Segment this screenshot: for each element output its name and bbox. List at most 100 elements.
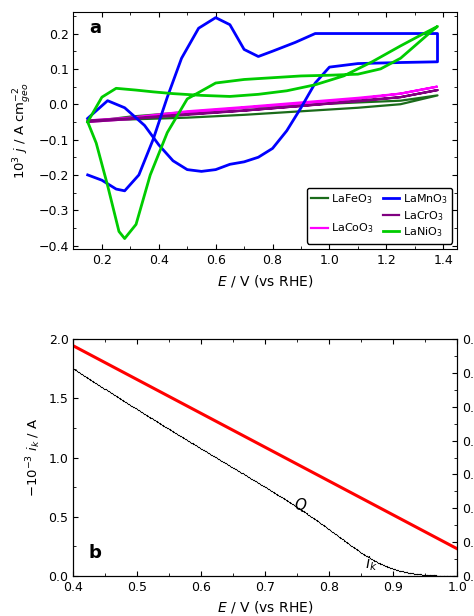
LaMnO$_3$ [99, 177, 105, 184]
LaMnO$_3$ [227, 161, 233, 168]
LaNiO$_3$ [412, 43, 418, 50]
LaCrO$_3$ [298, 102, 304, 110]
LaMnO$_3$ [241, 46, 247, 53]
LaFeO$_3$ [184, 108, 190, 116]
LaMnO$_3$ [369, 30, 375, 37]
Line: LaMnO$_3$: LaMnO$_3$ [88, 18, 438, 191]
X-axis label: $E$ / V (vs RHE): $E$ / V (vs RHE) [217, 599, 314, 615]
LaNiO$_3$ [133, 221, 139, 228]
LaCoO$_3$ [355, 94, 361, 102]
LaNiO$_3$ [116, 228, 122, 235]
LaMnO$_3$ [199, 168, 204, 175]
LaMnO$_3$ [398, 59, 403, 66]
LaMnO$_3$ [213, 166, 219, 173]
LaNiO$_3$ [284, 87, 290, 94]
LaCrO$_3$ [85, 118, 91, 126]
LaCoO$_3$ [128, 115, 133, 123]
LaCrO$_3$ [85, 117, 91, 124]
LaNiO$_3$ [241, 76, 247, 83]
LaCoO$_3$ [241, 103, 247, 111]
LaCrO$_3$ [355, 98, 361, 105]
LaFeO$_3$ [128, 113, 133, 120]
LaNiO$_3$ [150, 88, 156, 95]
LaCoO$_3$ [85, 117, 91, 124]
LaMnO$_3$ [164, 94, 170, 101]
LaMnO$_3$ [113, 185, 119, 193]
LaMnO$_3$ [241, 158, 247, 166]
LaNiO$_3$ [105, 182, 110, 189]
LaNiO$_3$ [435, 23, 440, 30]
LaMnO$_3$ [213, 14, 219, 22]
LaNiO$_3$ [199, 92, 204, 99]
LaNiO$_3$ [113, 84, 119, 92]
LaCoO$_3$ [355, 95, 361, 103]
LaCoO$_3$ [435, 83, 440, 91]
LaCoO$_3$ [398, 90, 403, 97]
LaNiO$_3$ [85, 118, 91, 126]
LaMnO$_3$ [270, 47, 275, 55]
LaNiO$_3$ [85, 118, 91, 126]
LaFeO$_3$ [298, 108, 304, 115]
Y-axis label: $-10^{-3}$ $i_k$ / A: $-10^{-3}$ $i_k$ / A [24, 418, 43, 497]
LaCrO$_3$ [241, 107, 247, 115]
LaMnO$_3$ [341, 30, 346, 37]
LaCrO$_3$ [128, 115, 133, 123]
LaMnO$_3$ [298, 104, 304, 111]
LaFeO$_3$ [298, 101, 304, 108]
LaCoO$_3$ [435, 83, 440, 91]
LaCrO$_3$ [435, 86, 440, 94]
LaFeO$_3$ [398, 97, 403, 104]
Text: $i_k$: $i_k$ [365, 554, 377, 573]
LaNiO$_3$ [255, 91, 261, 98]
LaNiO$_3$ [270, 74, 275, 81]
LaNiO$_3$ [426, 30, 432, 37]
LaMnO$_3$ [292, 39, 298, 46]
LaMnO$_3$ [435, 30, 440, 37]
LaMnO$_3$ [398, 30, 403, 37]
LaCrO$_3$ [398, 94, 403, 101]
LaMnO$_3$ [227, 21, 233, 28]
Line: LaNiO$_3$: LaNiO$_3$ [88, 26, 438, 238]
Text: $Q$: $Q$ [294, 496, 308, 514]
X-axis label: $E$ / V (vs RHE): $E$ / V (vs RHE) [217, 272, 314, 288]
LaFeO$_3$ [128, 116, 133, 123]
LaNiO$_3$ [341, 72, 346, 79]
LaNiO$_3$ [398, 55, 403, 62]
LaMnO$_3$ [105, 97, 110, 104]
Y-axis label: $10^3$ $j$ / A cm$^{-2}_{geo}$: $10^3$ $j$ / A cm$^{-2}_{geo}$ [11, 83, 33, 179]
LaNiO$_3$ [398, 43, 403, 50]
LaNiO$_3$ [147, 171, 153, 179]
LaNiO$_3$ [133, 86, 139, 94]
LaNiO$_3$ [184, 95, 190, 103]
LaMnO$_3$ [142, 122, 147, 129]
LaNiO$_3$ [213, 79, 219, 87]
LaFeO$_3$ [85, 117, 91, 124]
LaFeO$_3$ [241, 104, 247, 111]
LaCoO$_3$ [298, 99, 304, 106]
LaNiO$_3$ [327, 71, 332, 79]
LaCoO$_3$ [398, 90, 403, 97]
LaNiO$_3$ [312, 81, 318, 89]
LaNiO$_3$ [122, 235, 128, 242]
LaFeO$_3$ [241, 111, 247, 118]
LaCrO$_3$ [435, 86, 440, 94]
LaNiO$_3$ [369, 58, 375, 65]
LaCrO$_3$ [298, 102, 304, 110]
LaMnO$_3$ [85, 171, 91, 179]
LaMnO$_3$ [312, 79, 318, 87]
Legend: LaFeO$_3$, , LaCoO$_3$, LaMnO$_3$, LaCrO$_3$, LaNiO$_3$: LaFeO$_3$, , LaCoO$_3$, LaMnO$_3$, LaCrO… [307, 188, 452, 243]
LaFeO$_3$ [184, 114, 190, 121]
LaMnO$_3$ [284, 127, 290, 134]
LaMnO$_3$ [136, 171, 142, 179]
LaMnO$_3$ [122, 187, 128, 195]
LaCoO$_3$ [128, 114, 133, 121]
LaMnO$_3$ [184, 166, 190, 173]
LaMnO$_3$ [85, 115, 91, 122]
LaMnO$_3$ [327, 63, 332, 71]
LaNiO$_3$ [298, 72, 304, 79]
LaCoO$_3$ [298, 100, 304, 107]
LaMnO$_3$ [270, 145, 275, 152]
LaMnO$_3$ [179, 55, 184, 62]
LaCrO$_3$ [128, 115, 133, 122]
LaFeO$_3$ [398, 100, 403, 108]
